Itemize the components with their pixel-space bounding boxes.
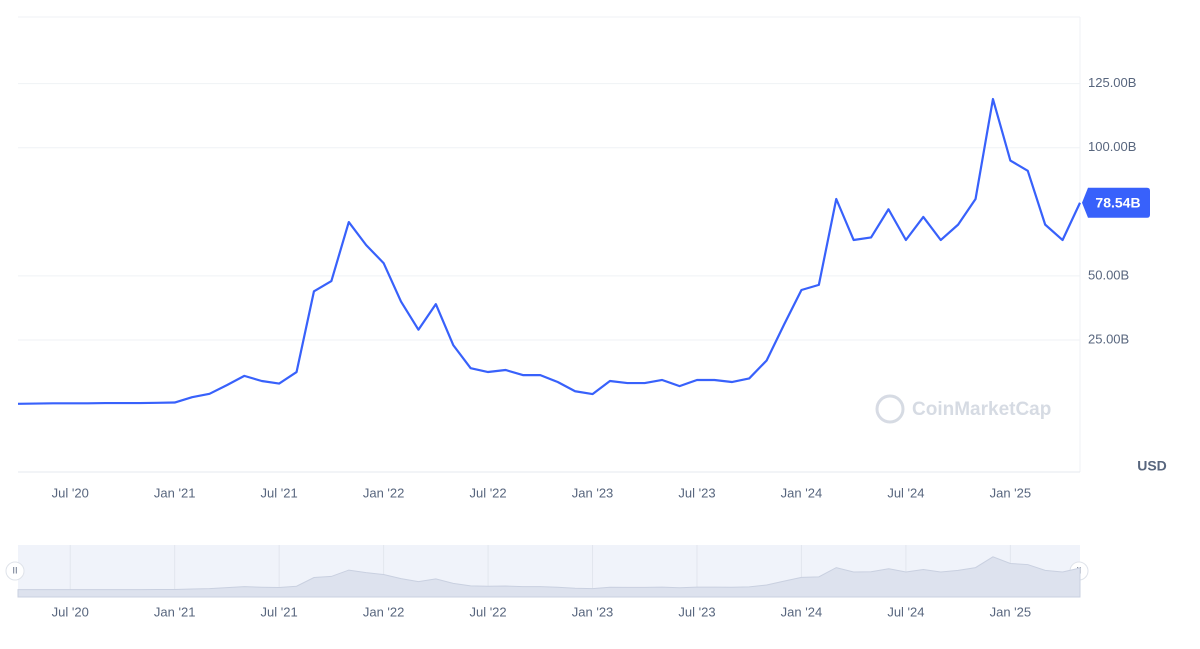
svg-text:II: II (12, 565, 17, 575)
watermark-logo (875, 394, 905, 424)
y-tick-label: 50.00B (1088, 267, 1129, 282)
navigator-handle-left[interactable]: II (5, 561, 25, 581)
navigator-x-tick-label: Jan '21 (154, 604, 196, 619)
x-tick-label: Jul '22 (469, 485, 506, 500)
x-tick-label: Jul '23 (678, 485, 715, 500)
y-tick-label: 25.00B (1088, 331, 1129, 346)
x-tick-label: Jul '21 (261, 485, 298, 500)
y-tick-label: 125.00B (1088, 75, 1136, 90)
navigator-x-tick-label: Jan '23 (572, 604, 614, 619)
x-tick-label: Jan '22 (363, 485, 405, 500)
price-tag-label: 78.54B (1095, 194, 1140, 210)
navigator-x-tick-label: Jul '21 (261, 604, 298, 619)
x-tick-label: Jul '20 (52, 485, 89, 500)
navigator-x-tick-label: Jan '25 (990, 604, 1032, 619)
navigator-x-tick-label: Jul '22 (469, 604, 506, 619)
navigator-x-tick-label: Jan '24 (781, 604, 823, 619)
watermark: CoinMarketCap (875, 394, 1051, 424)
x-tick-label: Jan '23 (572, 485, 614, 500)
x-tick-label: Jul '24 (887, 485, 924, 500)
navigator-x-tick-label: Jan '22 (363, 604, 405, 619)
price-line (17, 97, 1081, 405)
watermark-text: CoinMarketCap (912, 399, 1051, 420)
y-tick-label: 100.00B (1088, 139, 1136, 154)
navigator-x-tick-label: Jul '23 (678, 604, 715, 619)
y-unit: USD (1137, 458, 1167, 474)
x-tick-label: Jan '24 (781, 485, 823, 500)
navigator-x-tick-label: Jul '24 (887, 604, 924, 619)
x-tick-label: Jan '25 (990, 485, 1032, 500)
navigator-area (17, 556, 1081, 598)
price-tag (1082, 187, 1150, 218)
x-tick-label: Jan '21 (154, 485, 196, 500)
navigator-x-tick-label: Jul '20 (52, 604, 89, 619)
